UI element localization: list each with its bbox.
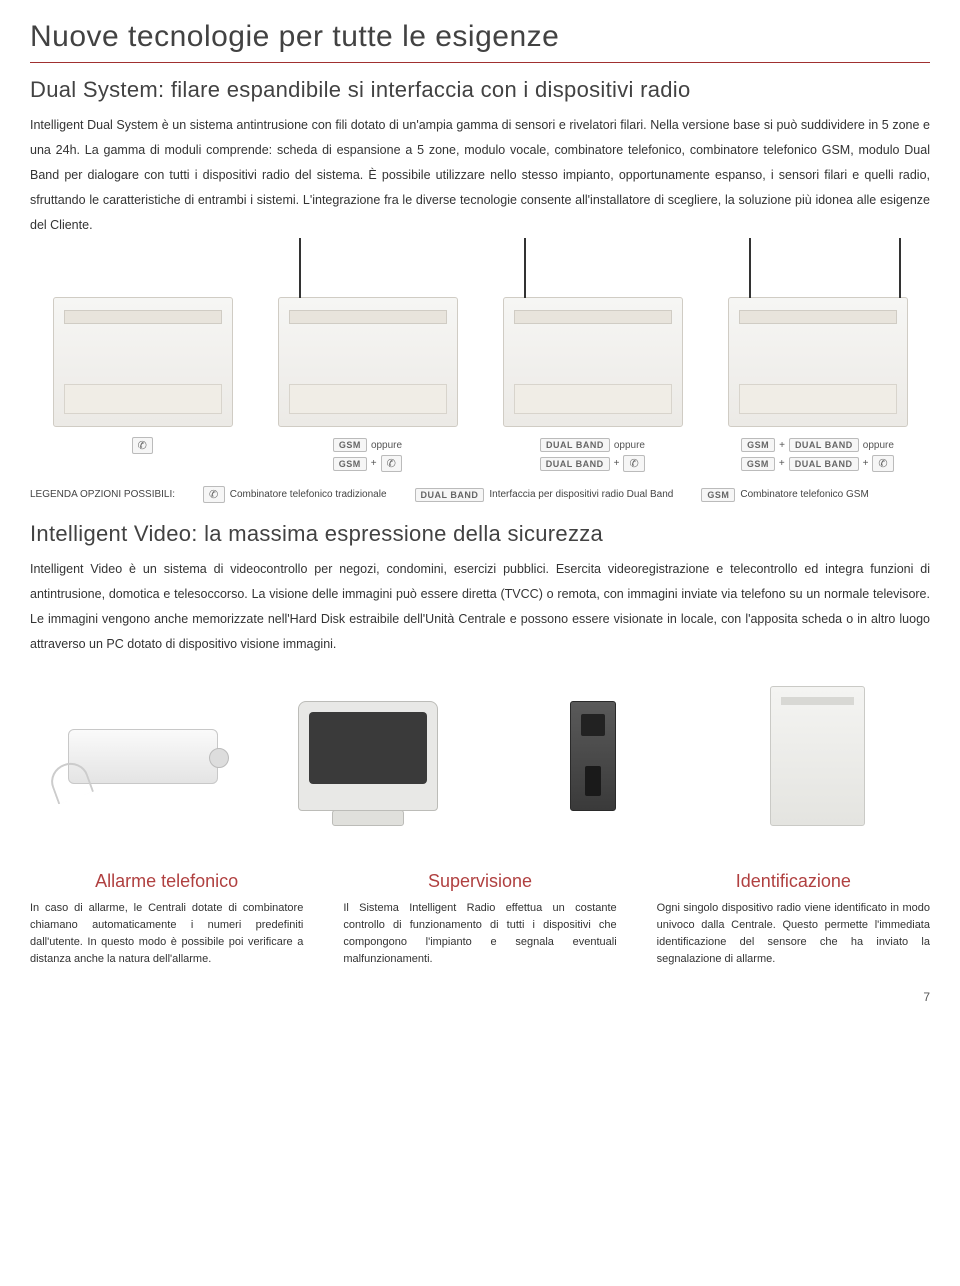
caption-line2: GSM +	[261, 455, 474, 472]
legend-item: DUAL BAND Interfaccia per dispositivi rad…	[415, 488, 674, 502]
camera-image	[68, 729, 218, 784]
wall-unit-image	[770, 686, 865, 826]
legend-row: LEGENDA OPZIONI POSSIBILI: Combinatore t…	[30, 486, 930, 503]
oppure-label: oppure	[614, 440, 645, 451]
section2-body: Intelligent Video è un sistema di videoc…	[30, 557, 930, 657]
gsm-badge: GSM	[333, 457, 367, 471]
feature-3: Identificazione Ogni singolo dispositivo …	[657, 871, 930, 968]
product-4: GSM + DUAL BAND oppure GSM + DUAL BAND +	[705, 297, 930, 472]
phone-icon	[623, 455, 645, 472]
feature-text: Il Sistema Intelligent Radio effettua un…	[343, 900, 616, 968]
antenna-icon	[299, 238, 301, 298]
feature-title: Allarme telefonico	[30, 871, 303, 892]
gsm-badge: GSM	[741, 457, 775, 471]
phone-icon	[381, 455, 403, 472]
dual-band-badge: DUAL BAND	[415, 488, 485, 502]
legend-text: Combinatore telefonico tradizionale	[230, 489, 387, 500]
page-number: 7	[30, 990, 930, 1004]
caption-line1	[36, 437, 249, 454]
panel-image	[53, 297, 233, 427]
caption-line2: GSM + DUAL BAND +	[711, 455, 924, 472]
oppure-label: oppure	[371, 440, 402, 451]
plus-label: +	[614, 458, 620, 469]
monitor-image	[298, 701, 438, 811]
legend-text: Combinatore telefonico GSM	[740, 489, 868, 500]
divider-red	[30, 62, 930, 63]
legend-text: Interfaccia per dispositivi radio Dual B…	[489, 489, 673, 500]
antenna-icon	[524, 238, 526, 298]
section2-title: Intelligent Video: la massima espression…	[30, 521, 930, 547]
legend-label: LEGENDA OPZIONI POSSIBILI:	[30, 489, 175, 500]
products-row: GSMoppureGSM+DUAL BANDoppureDUAL BAND+GS…	[30, 252, 930, 472]
dual-band-badge: DUAL BAND	[540, 457, 610, 471]
antenna-icon	[899, 238, 901, 298]
dual-band-badge: DUAL BAND	[789, 457, 859, 471]
plus-label: +	[779, 440, 785, 451]
dual-band-badge: DUAL BAND	[540, 438, 610, 452]
feature-text: In caso di allarme, le Centrali dotate d…	[30, 900, 303, 968]
page-title: Nuove tecnologie per tutte le esigenze	[30, 20, 930, 54]
plus-label: +	[863, 458, 869, 469]
plus-label: +	[371, 458, 377, 469]
product-1	[30, 297, 255, 472]
feature-2: Supervisione Il Sistema Intelligent Radio…	[343, 871, 616, 968]
features-row: Allarme telefonico In caso di allarme, le…	[30, 871, 930, 968]
gsm-badge: GSM	[741, 438, 775, 452]
phone-icon	[203, 486, 225, 503]
phone-icon	[872, 455, 894, 472]
legend-item: Combinatore telefonico tradizionale	[203, 486, 386, 503]
oppure-label: oppure	[863, 440, 894, 451]
phone-icon	[132, 437, 154, 454]
section1-subtitle: Dual System: filare espandibile si inter…	[30, 77, 930, 103]
caption-line1: GSM oppure	[261, 437, 474, 453]
video-row	[30, 671, 930, 841]
section1-body: Intelligent Dual System è un sistema ant…	[30, 113, 930, 238]
feature-title: Identificazione	[657, 871, 930, 892]
caption-line1: GSM + DUAL BAND oppure	[711, 437, 924, 453]
caption-line2: DUAL BAND +	[486, 455, 699, 472]
plus-label: +	[779, 458, 785, 469]
gsm-badge: GSM	[333, 438, 367, 452]
antenna-icon	[749, 238, 751, 298]
feature-1: Allarme telefonico In caso di allarme, le…	[30, 871, 303, 968]
feature-title: Supervisione	[343, 871, 616, 892]
legend-item: GSM Combinatore telefonico GSM	[701, 488, 868, 502]
product-2: GSM oppure GSM +	[255, 297, 480, 472]
panel-image	[503, 297, 683, 427]
panel-image	[728, 297, 908, 427]
feature-text: Ogni singolo dispositivo radio viene ide…	[657, 900, 930, 968]
dual-band-badge: DUAL BAND	[789, 438, 859, 452]
intercom-image	[570, 701, 616, 811]
panel-image	[278, 297, 458, 427]
caption-line2	[36, 456, 249, 472]
product-3: DUAL BAND oppure DUAL BAND +	[480, 297, 705, 472]
gsm-badge: GSM	[701, 488, 735, 502]
caption-line1: DUAL BAND oppure	[486, 437, 699, 453]
